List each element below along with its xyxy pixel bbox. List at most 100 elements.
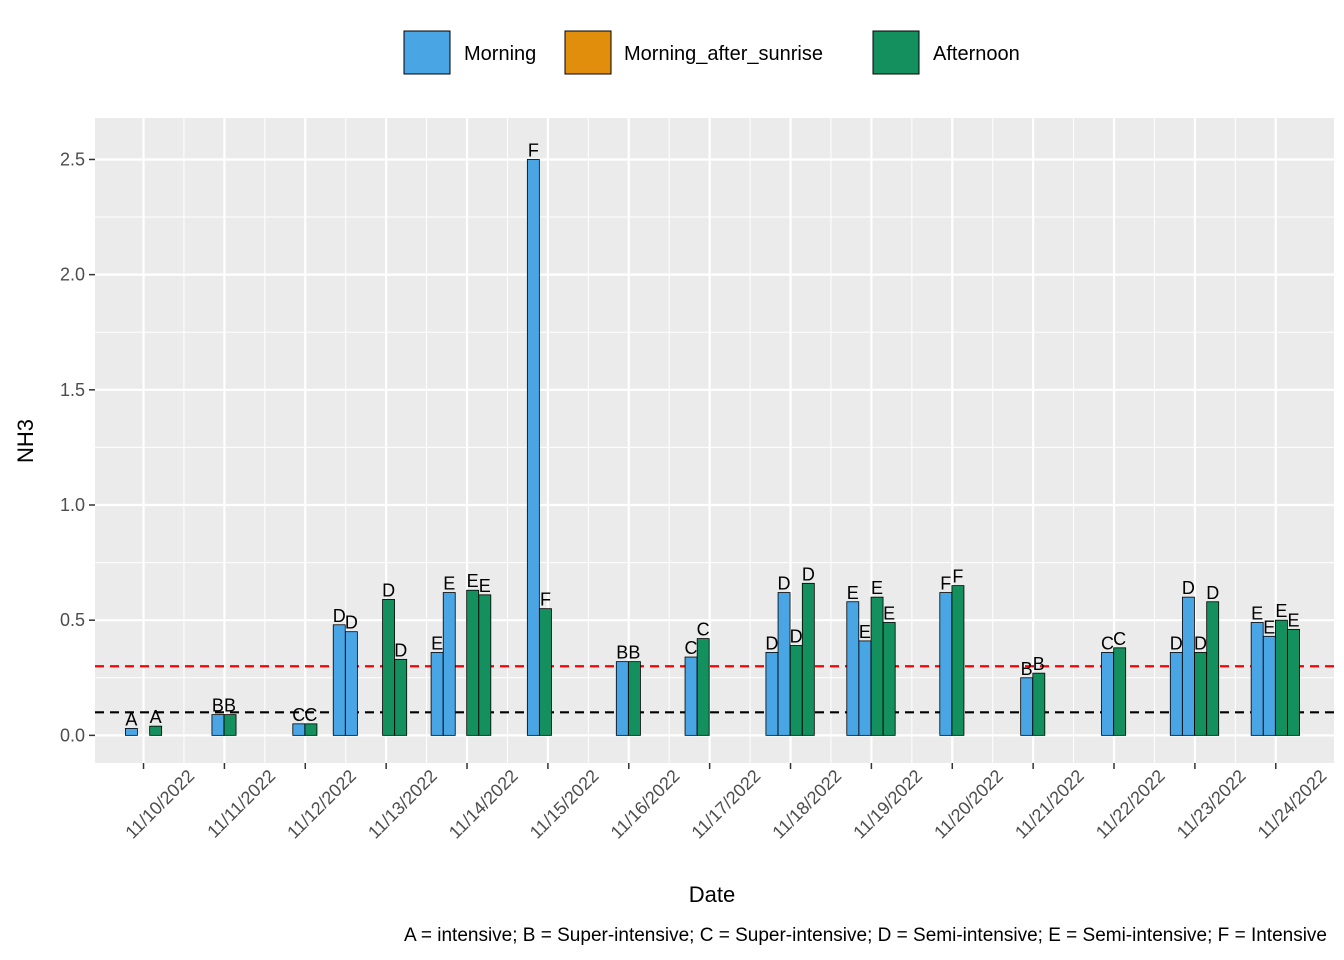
y-tick-label: 2.5 [60,149,85,169]
bar-label: C [685,638,698,658]
bar-label: D [765,633,778,653]
y-tick-label: 0.0 [60,725,85,745]
chart-caption: A = intensive; B = Super-intensive; C = … [404,925,1327,946]
legend-item-morning: Morning [403,30,536,75]
bar [1250,622,1264,736]
legend: Morning Morning_after_sunrise Afternoon [403,30,1020,75]
bar-label: E [847,583,859,603]
bar-label: E [467,571,479,591]
bar-label: B [224,696,236,716]
bar [478,594,492,736]
bar-label: E [1263,617,1275,637]
x-tick-label: 11/22/2022 [1092,766,1169,843]
bar-label: E [443,574,455,594]
bar [870,596,884,736]
bar [149,725,163,736]
bar-label: C [697,620,710,640]
legend-swatch-afternoon [872,30,920,75]
bar-label: B [1033,654,1045,674]
reference-lines [95,665,1334,714]
bar [344,631,358,736]
bar-label: A [150,707,162,727]
bar [539,608,552,736]
bar [304,723,318,736]
bar-label: D [1182,578,1195,598]
bar-label: D [333,606,346,626]
x-tick-label: 11/18/2022 [768,766,845,843]
bar [1182,596,1195,736]
bar-label: B [212,696,224,716]
x-tick-label: 11/24/2022 [1254,766,1331,843]
bar [615,661,629,736]
bar-label: E [479,576,491,596]
bar-label: B [1021,659,1033,679]
bar-label: E [871,578,883,598]
bar-label: C [304,705,317,725]
plot-panel [95,118,1334,763]
bar-label: D [1170,633,1183,653]
bar-label: C [292,705,305,725]
bar-label: E [1275,601,1287,621]
bar-label: F [540,590,551,610]
bars [124,159,1300,736]
x-tick-label: 11/21/2022 [1011,766,1088,843]
y-tick-label: 2.0 [60,265,85,285]
bar [1169,652,1183,736]
y-tick-label: 0.5 [60,610,85,630]
bar [882,622,896,736]
bar [223,714,237,736]
bar [1262,635,1276,736]
x-tick-label: 11/11/2022 [203,766,279,842]
bar [846,601,860,736]
y-axis: 0.0 0.5 1.0 1.5 2.0 2.5 [60,149,95,745]
x-tick-label: 11/23/2022 [1173,766,1250,843]
bar [430,652,444,736]
x-tick-label: 11/19/2022 [849,766,926,843]
bar [1206,601,1220,736]
legend-swatch-morning [403,30,451,75]
y-tick-label: 1.5 [60,380,85,400]
bar [801,582,815,736]
legend-label-morning-after-sunrise: Morning_after_sunrise [624,43,823,65]
bar-label: F [528,140,539,160]
x-tick-label: 11/13/2022 [364,766,441,843]
bar [696,638,710,736]
bar [939,592,953,736]
bar-label: D [382,580,395,600]
x-tick-label: 11/20/2022 [930,766,1007,843]
x-tick-label: 11/10/2022 [121,766,198,843]
bar-label: D [778,574,791,594]
bar-label: D [1194,633,1207,653]
bar-label: E [431,633,443,653]
legend-swatch-morning-after-sunrise [564,30,612,75]
bar [442,592,456,736]
bar [765,652,779,736]
legend-item-afternoon: Afternoon [872,30,1020,75]
bar-label: E [1251,603,1263,623]
bar-label: C [1101,633,1114,653]
bar [211,714,225,736]
bar [332,624,346,736]
x-tick-label: 11/12/2022 [283,766,360,843]
bar [1287,628,1300,736]
bar-label: B [628,643,640,663]
bar [466,589,480,736]
bar [777,592,791,736]
bar-label: F [952,567,963,587]
bar [526,159,540,736]
bar [1101,652,1114,736]
bar [1032,672,1046,736]
legend-item-morning-after-sunrise: Morning_after_sunrise [564,30,823,75]
bar-label: C [1113,629,1126,649]
bar-label: D [802,564,815,584]
bar-label: D [345,613,358,633]
bar-label: D [1206,583,1219,603]
bar [382,599,395,736]
x-tick-label: 11/14/2022 [445,766,522,843]
bar-label: E [1288,610,1300,630]
bar [1275,619,1288,736]
bar-label: E [859,622,871,642]
bar [124,728,138,736]
bar-label: D [790,627,803,647]
